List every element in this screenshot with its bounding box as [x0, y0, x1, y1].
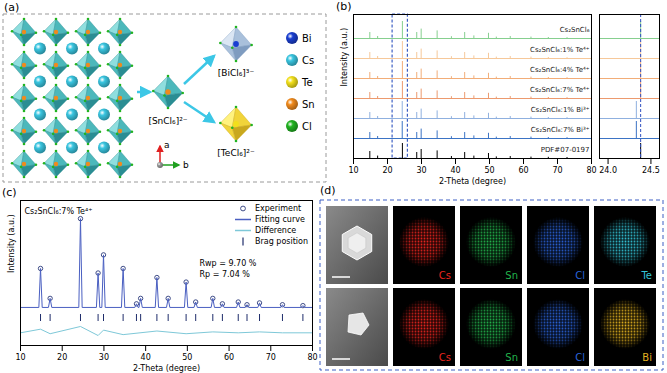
svg-text:Sn: Sn [302, 99, 315, 110]
svg-text:60: 60 [518, 166, 528, 175]
html-text:(b): (b) [336, 0, 352, 13]
svg-text:Intensity (a.u.): Intensity (a.u.) [7, 214, 16, 273]
svg-text:[BiCl₆]³⁻: [BiCl₆]³⁻ [218, 68, 255, 78]
svg-text:Te: Te [301, 77, 313, 88]
svg-text:60: 60 [224, 353, 234, 362]
svg-text:[TeCl₆]²⁻: [TeCl₆]²⁻ [217, 148, 255, 158]
html-text:(d): (d) [320, 184, 336, 197]
svg-text:20: 20 [382, 166, 392, 175]
html-text:Fitting curve: Fitting curve [255, 215, 305, 224]
svg-text:PDF#07-0197: PDF#07-0197 [541, 146, 590, 154]
svg-text:10: 10 [348, 166, 358, 175]
svg-text:70: 70 [266, 353, 276, 362]
svg-text:24.0: 24.0 [599, 166, 617, 175]
svg-text:40: 40 [450, 166, 460, 175]
html-text:Difference: Difference [255, 226, 297, 235]
svg-text:50: 50 [182, 353, 192, 362]
svg-text:Cs₂SnCl₆: Cs₂SnCl₆ [560, 26, 590, 34]
svg-text:Cs₂SnCl₆:7% Bi³⁺: Cs₂SnCl₆:7% Bi³⁺ [531, 126, 590, 134]
svg-text:[SnCl₆]²⁻: [SnCl₆]²⁻ [148, 116, 187, 126]
svg-text:Bi: Bi [642, 352, 652, 363]
svg-text:Cs₂SnCl₆:1% Bi³⁺: Cs₂SnCl₆:1% Bi³⁺ [531, 106, 590, 114]
svg-text:Rwp = 9.70 %: Rwp = 9.70 % [200, 259, 257, 268]
svg-text:Cs₂SnCl₆:1% Te⁴⁺: Cs₂SnCl₆:1% Te⁴⁺ [530, 46, 590, 54]
svg-text:20: 20 [57, 353, 67, 362]
svg-text:(a): (a) [4, 1, 19, 14]
svg-text:70: 70 [552, 166, 562, 175]
svg-text:10: 10 [15, 353, 25, 362]
svg-text:Cs₂SnCl₆:7% Te⁴⁺: Cs₂SnCl₆:7% Te⁴⁺ [25, 207, 93, 216]
svg-text:80: 80 [307, 353, 317, 362]
svg-text:Rp = 7.04 %: Rp = 7.04 % [200, 270, 251, 279]
html-text:Brag position: Brag position [255, 237, 308, 246]
svg-text:50: 50 [484, 166, 494, 175]
svg-text:Cl: Cl [575, 270, 585, 281]
svg-text:40: 40 [141, 353, 151, 362]
svg-text:Cl: Cl [302, 121, 312, 132]
svg-text:Cs₂SnCl₆:7% Te⁴⁺: Cs₂SnCl₆:7% Te⁴⁺ [530, 86, 590, 94]
svg-text:Sn: Sn [505, 352, 518, 363]
svg-text:30: 30 [416, 166, 426, 175]
svg-text:30: 30 [99, 353, 109, 362]
svg-text:Cl: Cl [575, 352, 585, 363]
svg-text:2-Theta (degree): 2-Theta (degree) [439, 177, 506, 186]
svg-text:Sn: Sn [505, 270, 518, 281]
html-text:(c): (c) [2, 186, 17, 199]
svg-text:a: a [164, 140, 170, 150]
svg-text:24.5: 24.5 [642, 166, 660, 175]
svg-text:Cs₂SnCl₆:4% Te⁴⁺: Cs₂SnCl₆:4% Te⁴⁺ [530, 66, 590, 74]
svg-text:b: b [183, 160, 189, 170]
svg-text:Bi: Bi [302, 33, 312, 44]
html-text:Experiment: Experiment [255, 204, 302, 213]
svg-text:80: 80 [586, 166, 596, 175]
svg-text:Cs: Cs [439, 270, 451, 281]
svg-text:Te: Te [640, 270, 652, 281]
svg-text:Intensity (a.u.): Intensity (a.u.) [340, 28, 349, 87]
svg-text:2-Theta (degree): 2-Theta (degree) [133, 364, 200, 373]
svg-text:Cs: Cs [439, 352, 451, 363]
svg-text:Cs: Cs [302, 55, 314, 66]
